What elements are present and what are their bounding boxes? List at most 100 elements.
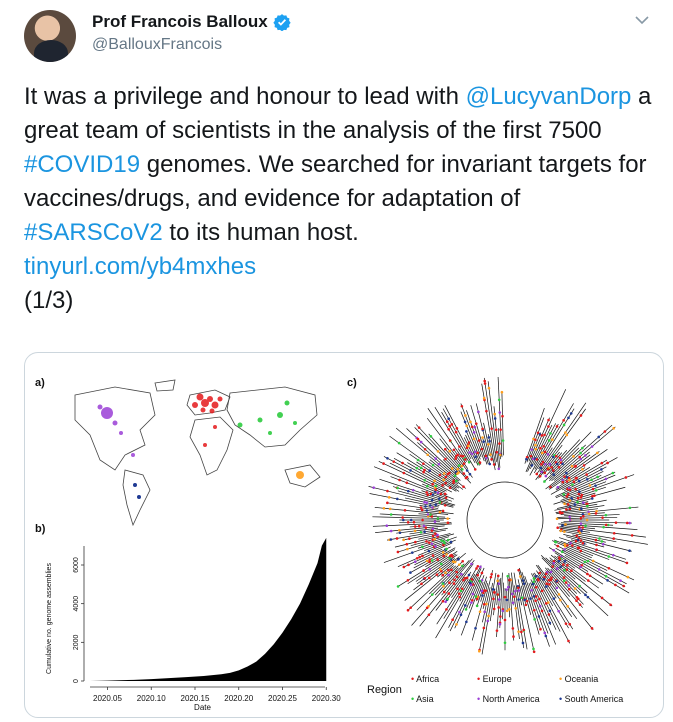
tree-branch <box>545 570 594 631</box>
tree-tip <box>429 435 433 438</box>
tree-tip <box>485 456 488 460</box>
tree-tip <box>511 601 515 605</box>
tree-tip <box>458 610 461 614</box>
tree-tip <box>567 639 570 643</box>
tree-tip <box>565 475 569 479</box>
tree-branch <box>396 452 460 492</box>
tree-tip <box>428 469 431 472</box>
tree-branch <box>514 585 525 649</box>
tree-branch <box>529 423 559 476</box>
tree-branch <box>419 505 439 509</box>
author-handle[interactable]: @BallouxFrancois <box>92 36 223 53</box>
tree-tip <box>532 594 536 598</box>
tree-branch <box>399 521 440 523</box>
tree-tip <box>561 462 564 466</box>
tree-tip <box>430 559 434 562</box>
tree-tip <box>475 567 478 570</box>
tree-tip <box>575 534 579 538</box>
tree-tip <box>538 432 542 436</box>
tree-tip <box>417 524 421 528</box>
tree-tip <box>436 450 440 453</box>
tree-tip <box>411 488 415 492</box>
tree-tip <box>481 427 484 431</box>
tree-tip <box>486 619 490 623</box>
mention-link[interactable]: @LucyvanDorp <box>465 83 632 110</box>
tree-tip <box>548 462 552 466</box>
tree-tip <box>549 432 552 435</box>
tree-tip <box>446 517 449 520</box>
tweet-media-image[interactable]: a) b) c) 2020.05 2020.10 20 <box>24 352 664 718</box>
tree-tip <box>415 556 419 560</box>
tree-tip <box>530 448 534 451</box>
tree-tip <box>579 565 582 569</box>
tree-tip <box>541 460 545 464</box>
hashtag-link[interactable]: #SARSCoV2 <box>24 219 163 246</box>
tree-tip <box>482 589 486 593</box>
tree-tip <box>447 592 451 595</box>
tree-tip <box>619 579 622 582</box>
tree-tip <box>382 462 385 465</box>
tree-tip <box>470 452 474 456</box>
tree-tip <box>561 480 565 484</box>
tree-tip <box>433 479 436 483</box>
tree-tip <box>395 537 399 540</box>
tree-tip <box>591 559 595 563</box>
tree-tip <box>490 458 493 461</box>
tree-tip <box>405 542 409 546</box>
tree-tip <box>600 461 604 465</box>
tree-tip <box>505 609 509 613</box>
tree-tip <box>475 604 479 608</box>
tree-tip <box>501 414 504 418</box>
tree-branch <box>549 559 588 594</box>
tree-tip <box>442 554 445 558</box>
chevron-down-icon[interactable] <box>634 12 650 28</box>
tree-tip <box>534 574 538 578</box>
author-name[interactable]: Prof Francois Balloux <box>92 12 268 31</box>
tree-tip <box>446 521 450 525</box>
tree-branch <box>560 506 639 515</box>
url-link[interactable]: tinyurl.com/yb4mxhes <box>24 253 257 280</box>
tree-tip <box>579 522 583 525</box>
tree-branch <box>565 497 594 506</box>
tree-tip <box>442 584 445 588</box>
tree-tip <box>581 446 584 450</box>
tree-tip <box>564 431 567 434</box>
tree-tip <box>582 514 585 518</box>
tree-tip <box>489 575 493 579</box>
avatar[interactable] <box>24 10 76 62</box>
tree-tip <box>595 509 598 513</box>
tree-tip <box>480 589 484 593</box>
hashtag-link[interactable]: #COVID19 <box>24 151 141 178</box>
y-tick-label: 0 <box>73 679 80 683</box>
tree-tip <box>497 467 501 471</box>
tree-tip <box>459 589 463 593</box>
tree-branch <box>411 560 470 626</box>
tree-tip <box>453 578 456 582</box>
tree-tip <box>426 513 430 516</box>
tree-tip <box>407 563 410 567</box>
tree-tip <box>426 493 429 497</box>
tree-tip <box>422 524 426 528</box>
tree-branch <box>548 449 608 490</box>
tree-tip <box>532 457 535 461</box>
tree-tip <box>604 523 608 527</box>
tree-tip <box>465 430 468 433</box>
tree-tip <box>425 559 429 563</box>
tree-tip <box>534 595 538 598</box>
tree-tip <box>476 564 480 568</box>
tree-tip <box>419 530 423 534</box>
tree-branch <box>392 486 456 506</box>
tree-tip <box>495 450 499 454</box>
tree-tip <box>442 472 446 475</box>
tree-branch <box>535 564 573 617</box>
tree-tip <box>396 486 399 490</box>
tree-tip <box>483 379 487 383</box>
tree-tip <box>586 579 590 582</box>
tree-tip <box>474 455 477 459</box>
tree-tip <box>569 412 573 415</box>
tree-branch <box>465 434 480 466</box>
tree-tip <box>448 486 452 489</box>
tree-branch <box>559 537 627 560</box>
tree-tip <box>557 465 561 469</box>
tree-branch <box>537 575 569 629</box>
